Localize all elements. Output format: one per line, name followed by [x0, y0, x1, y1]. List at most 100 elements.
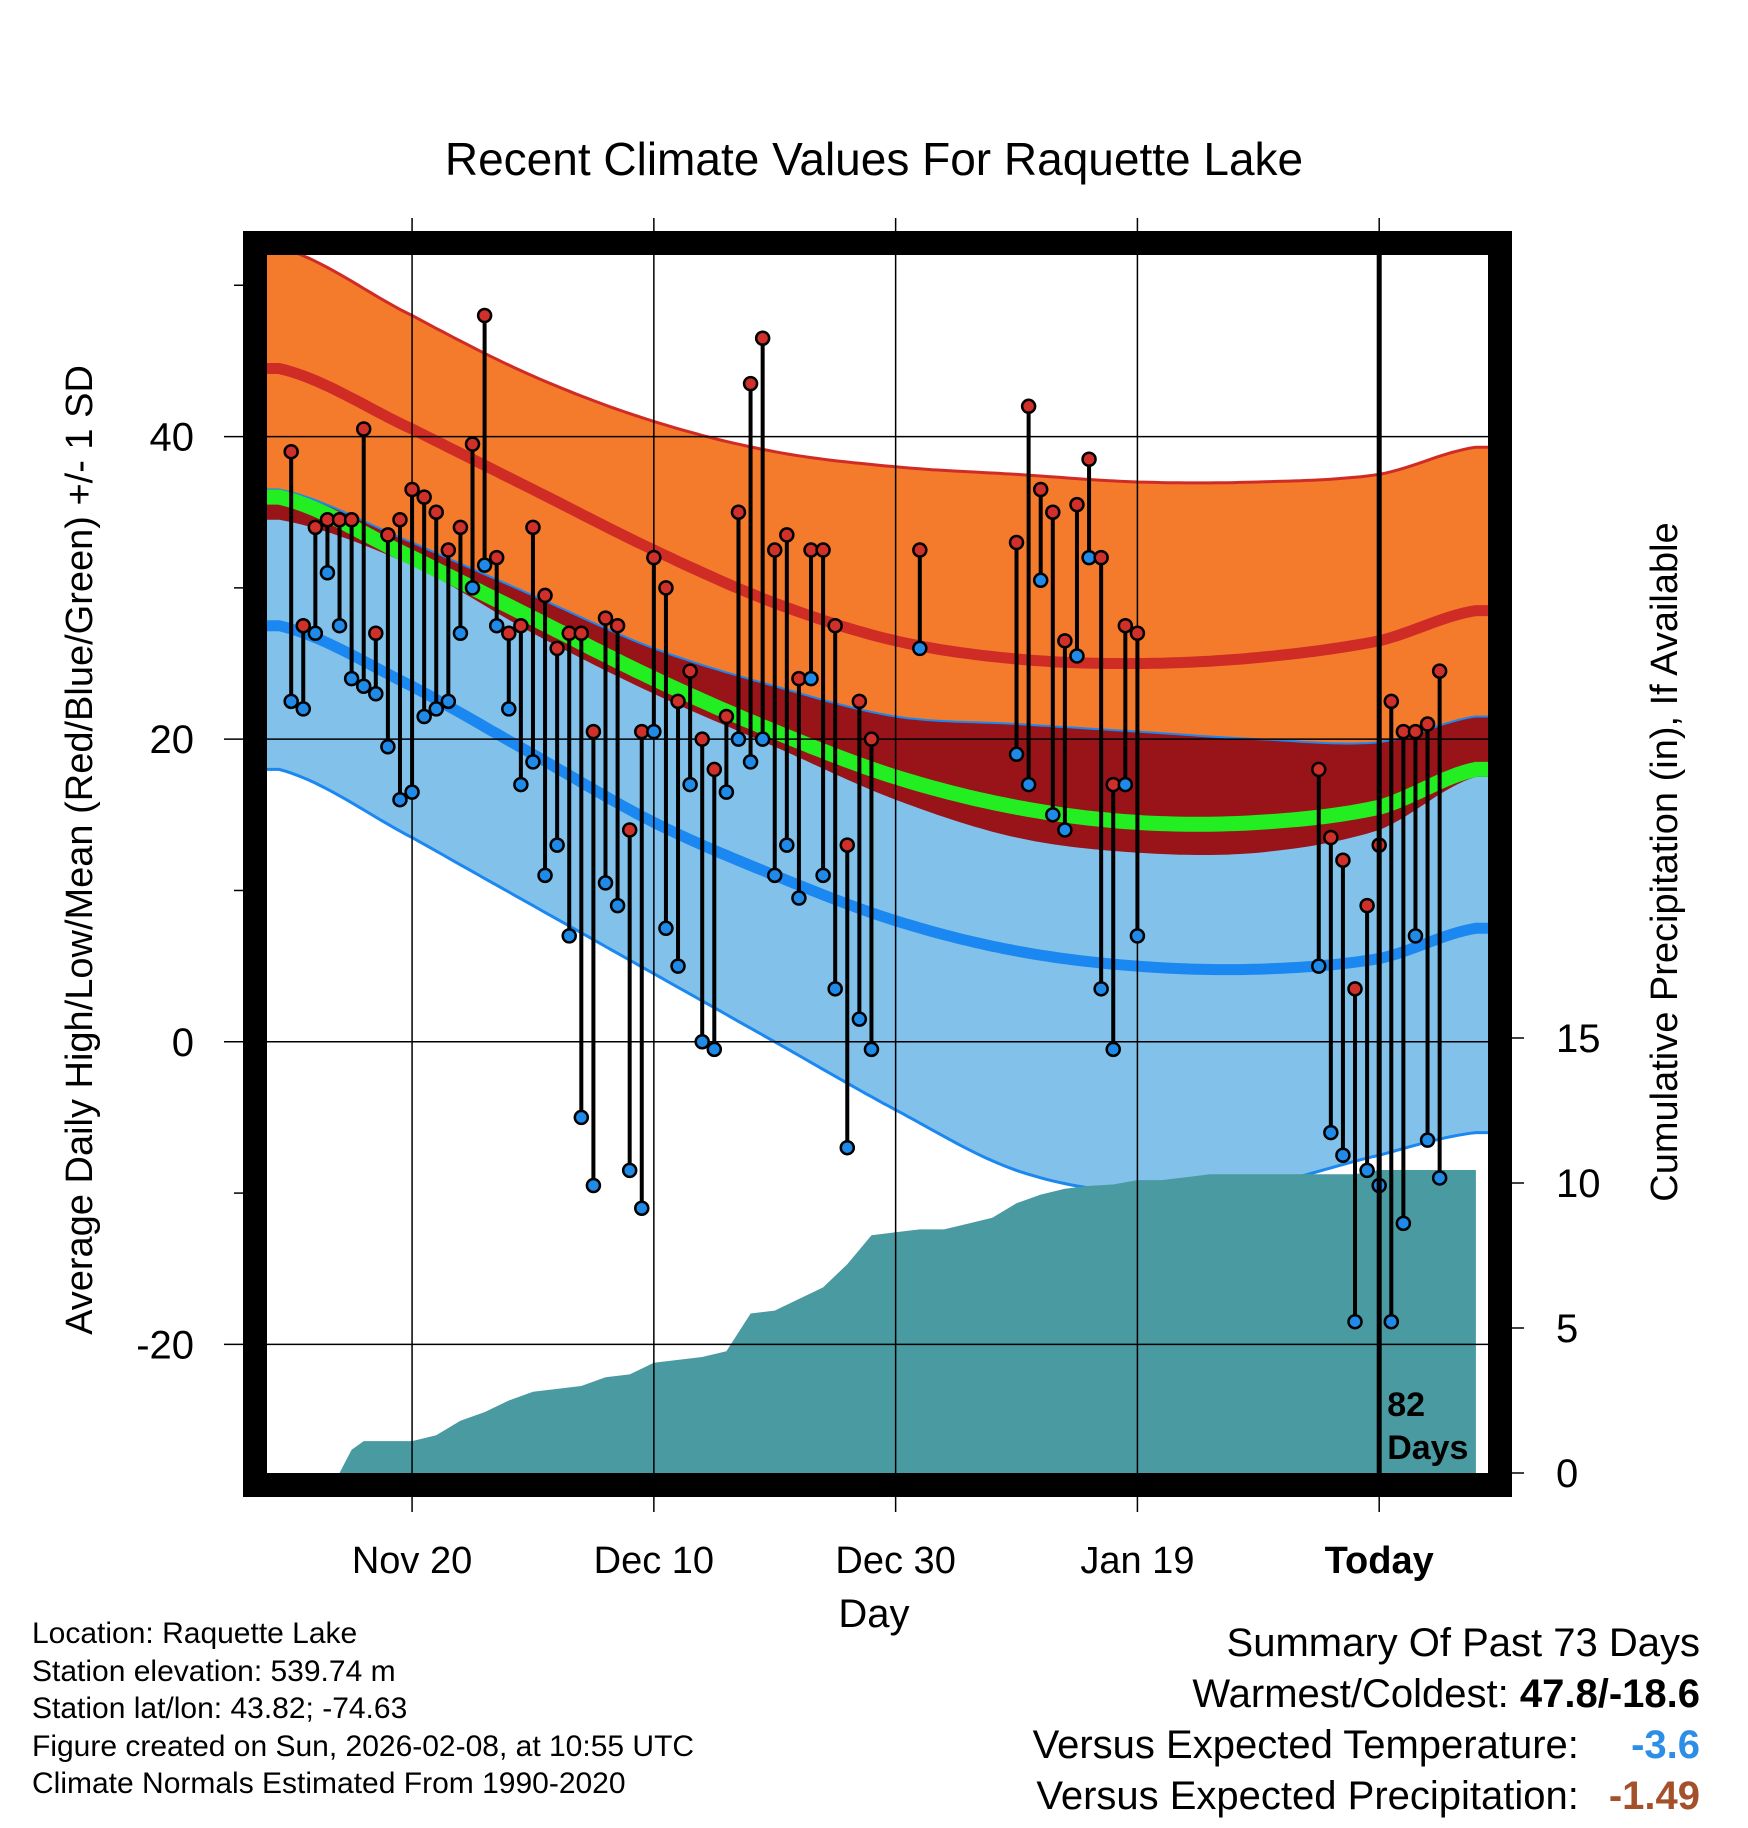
observed-low-dot [815, 867, 831, 884]
observed-high-dot [815, 542, 831, 558]
observed-low-dot [658, 920, 674, 937]
observed-low-dot [440, 693, 457, 710]
observed-high-dot [912, 542, 928, 558]
observed-low-dot [501, 701, 517, 717]
normal-high-line [267, 363, 1488, 670]
observed-low-dot [307, 625, 324, 642]
observed-low-dot [718, 784, 735, 800]
observed-low-dot [368, 686, 384, 702]
y-tick-label: 40 [150, 416, 195, 460]
observed-high-dot [694, 731, 710, 747]
observed-low-dot [464, 580, 481, 596]
observed-high-dot [355, 421, 372, 437]
observed-low-dot [1323, 1124, 1339, 1141]
observed-low-dot [779, 837, 795, 853]
observed-high-dot [1431, 663, 1448, 679]
observed-low-dot [609, 897, 626, 914]
observed-high-dot [537, 587, 553, 604]
x-tick-label: Nov 20 [352, 1540, 472, 1582]
observed-low-dot [1407, 928, 1424, 944]
observed-low-dot [754, 731, 771, 747]
observed-high-dot [682, 663, 698, 679]
observed-low-dot [682, 776, 698, 793]
observed-high-dot [1008, 534, 1025, 551]
observed-low-dot [525, 754, 541, 770]
observed-low-dot [1419, 1132, 1436, 1148]
observed-low-dot [1057, 822, 1073, 838]
observed-low-dot [355, 678, 372, 694]
observed-low-dot [1045, 807, 1061, 823]
axes-and-frame: Nov 20 Dec 10 Dec 30 Jan 19 Today -20 0 20 40 0 5 1… [136, 218, 1601, 1582]
observed-high-dot [1129, 625, 1146, 642]
observed-low-dot [634, 1200, 650, 1216]
observed-low-dot [1069, 648, 1085, 664]
observed-low-dot [694, 1034, 710, 1050]
observed-high-dot [851, 693, 868, 710]
observed-low-dot [827, 981, 843, 997]
observed-high-dot [488, 549, 505, 566]
observed-high-dot [597, 610, 614, 626]
observed-high-dot [1081, 451, 1097, 468]
y-axis-label: Average Daily High/Low/Mean (Red/Blue/Gr… [59, 365, 101, 1335]
station-latlon: Station lat/lon: 43.82; -74.63 [32, 1692, 408, 1725]
observed-high-dot [343, 512, 360, 528]
y2-tick-label: 0 [1556, 1452, 1578, 1496]
observed-high-dot [779, 527, 795, 543]
observed-high-dot [1045, 504, 1061, 520]
observed-high-dot [742, 375, 759, 392]
temperature-anomaly-value: -3.6 [1631, 1723, 1700, 1767]
observed-high-dot [428, 504, 444, 520]
observed-high-dot [706, 761, 723, 778]
observed-high-dot [452, 519, 469, 536]
observed-high-dot [766, 542, 783, 558]
x-tick-label: Dec 30 [835, 1540, 955, 1582]
observed-high-dot [1383, 693, 1400, 710]
high-sd-lower-line [267, 488, 1488, 745]
observed-low-dot [331, 617, 348, 634]
observed-high-dot [585, 723, 602, 740]
observed-high-dot [1323, 829, 1339, 846]
observed-low-dot [621, 1162, 638, 1179]
mean-temperature-band [267, 489, 1488, 855]
observed-low-dot [428, 701, 444, 717]
observed-low-dot [295, 701, 312, 717]
observed-low-dot [1129, 928, 1146, 944]
observed-high-dot [1335, 852, 1351, 868]
x-axis-label: Day [838, 1592, 909, 1636]
observed-high-dot [609, 617, 626, 634]
observed-high-dot [1419, 716, 1436, 732]
observed-high-dot [658, 580, 674, 596]
station-location: Location: Raquette Lake [32, 1617, 358, 1650]
observed-low-dot [549, 837, 565, 853]
observed-high-dot [307, 519, 324, 536]
observed-low-dot [1431, 1170, 1448, 1186]
observed-high-dot [1057, 633, 1073, 649]
observed-low-dot [766, 867, 783, 884]
summary-temperature: Versus Expected Temperature: -3.6 [1033, 1720, 1700, 1771]
y2-tick-label: 5 [1556, 1307, 1578, 1351]
observed-high-dot [1347, 981, 1363, 997]
observed-high-dot [1407, 723, 1424, 740]
y2-tick-label: 15 [1556, 1017, 1601, 1061]
observed-high-dot [754, 330, 771, 346]
observed-high-dot [404, 481, 420, 498]
observed-low-dot [513, 776, 529, 793]
observed-high-dot [646, 549, 662, 566]
observed-low-dot [742, 754, 759, 770]
observed-low-dot [452, 625, 469, 642]
observed-high-dot [295, 617, 312, 634]
observed-low-dot [392, 791, 408, 808]
y-tick-label: -20 [136, 1323, 194, 1367]
observed-high-dot [440, 542, 457, 558]
observed-high-dot [476, 307, 493, 324]
observed-low-dot [404, 784, 420, 800]
high-temperature-sd-band [267, 255, 1488, 744]
days-word-label: Days [1387, 1429, 1468, 1467]
observed-low-dot [1395, 1215, 1412, 1232]
observed-low-dot [597, 875, 614, 891]
observed-low-dot [706, 1041, 723, 1058]
observed-high-dot [1311, 761, 1327, 778]
summary-panel: Summary Of Past 73 Days Warmest/Coldest:… [1033, 1618, 1700, 1822]
observed-high-dot [863, 731, 880, 747]
